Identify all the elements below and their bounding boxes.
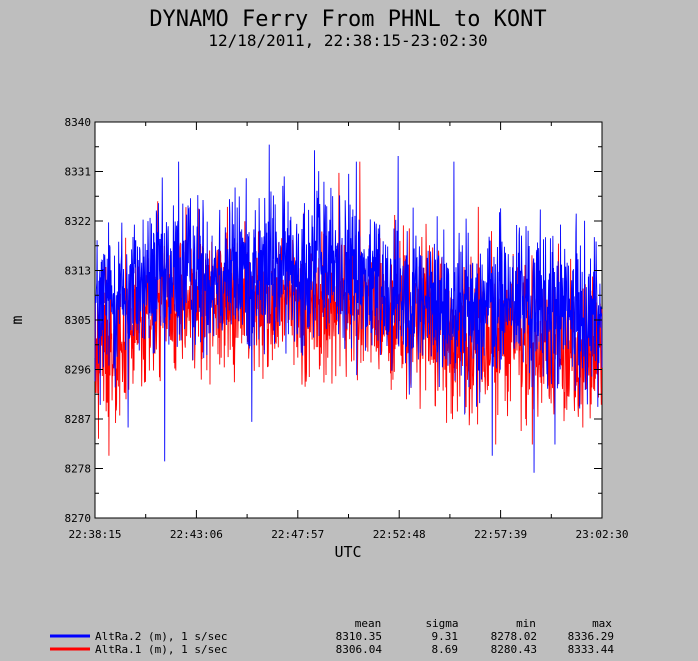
y-tick-label: 8278: [65, 463, 92, 476]
stat-min-altra2: 8278.02: [491, 630, 537, 643]
stat-max-altra2: 8336.29: [568, 630, 614, 643]
x-tick-label: 22:57:39: [474, 528, 527, 541]
x-tick-label: 22:47:57: [271, 528, 324, 541]
x-axis-label: UTC: [334, 543, 361, 561]
y-tick-label: 8322: [65, 215, 92, 228]
chart-subtitle: 12/18/2011, 22:38:15-23:02:30: [208, 31, 487, 50]
stats-header-sigma: sigma: [425, 617, 458, 630]
legend-label-altra2: AltRa.2 (m), 1 s/sec: [95, 630, 227, 643]
y-tick-label: 8340: [65, 116, 92, 129]
y-axis-label: m: [8, 315, 26, 324]
stat-min-altra1: 8280.43: [491, 643, 537, 656]
x-tick-label: 22:43:06: [170, 528, 223, 541]
stat-mean-altra2: 8310.35: [336, 630, 382, 643]
stat-sigma-altra2: 9.31: [432, 630, 459, 643]
x-tick-label: 22:52:48: [373, 528, 426, 541]
stat-sigma-altra1: 8.69: [432, 643, 459, 656]
y-tick-label: 8313: [65, 265, 92, 278]
legend-label-altra1: AltRa.1 (m), 1 s/sec: [95, 643, 227, 656]
legend: mean sigma min max AltRa.2 (m), 1 s/sec …: [50, 617, 614, 656]
x-axis: 22:38:15 22:43:06 22:47:57 22:52:48 22:57:39…: [69, 122, 629, 541]
y-tick-label: 8270: [65, 512, 92, 525]
series-layer: [94, 144, 603, 473]
x-tick-label: 22:38:15: [69, 528, 122, 541]
stats-header-mean: mean: [355, 617, 382, 630]
stats-header-min: min: [516, 617, 536, 630]
stat-max-altra1: 8333.44: [568, 643, 615, 656]
chart-title: DYNAMO Ferry From PHNL to KONT: [149, 7, 546, 32]
stat-mean-altra1: 8306.04: [336, 643, 383, 656]
y-tick-label: 8305: [65, 314, 92, 327]
y-tick-label: 8296: [65, 364, 92, 377]
x-tick-label: 23:02:30: [576, 528, 629, 541]
y-tick-label: 8287: [65, 413, 92, 426]
stats-header-max: max: [592, 617, 612, 630]
y-axis: 8270 8278 8287 8296 8305 8313 8322 8331 8340: [65, 116, 602, 525]
series-line-altra2: [94, 144, 603, 473]
y-tick-label: 8331: [65, 166, 92, 179]
